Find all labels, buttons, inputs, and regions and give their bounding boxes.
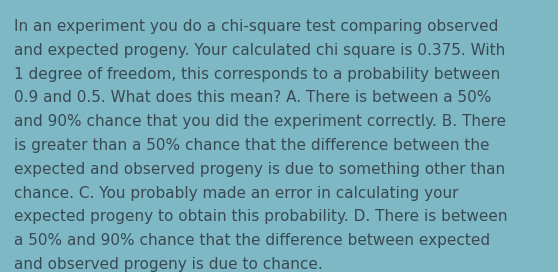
Text: is greater than a 50% chance that the difference between the: is greater than a 50% chance that the di… xyxy=(14,138,489,153)
Text: and expected progeny. Your calculated chi square is 0.375. With: and expected progeny. Your calculated ch… xyxy=(14,43,505,58)
Text: a 50% and 90% chance that the difference between expected: a 50% and 90% chance that the difference… xyxy=(14,233,490,248)
Text: In an experiment you do a chi-square test comparing observed: In an experiment you do a chi-square tes… xyxy=(14,19,498,34)
Text: chance. C. You probably made an error in calculating your: chance. C. You probably made an error in… xyxy=(14,186,459,201)
Text: expected progeny to obtain this probability. D. There is between: expected progeny to obtain this probabil… xyxy=(14,209,507,224)
Text: 0.9 and 0.5. What does this mean? A. There is between a 50%: 0.9 and 0.5. What does this mean? A. The… xyxy=(14,90,492,106)
Text: expected and observed progeny is due to something other than: expected and observed progeny is due to … xyxy=(14,162,505,177)
Text: 1 degree of freedom, this corresponds to a probability between: 1 degree of freedom, this corresponds to… xyxy=(14,67,500,82)
Text: and observed progeny is due to chance.: and observed progeny is due to chance. xyxy=(14,257,323,272)
Text: and 90% chance that you did the experiment correctly. B. There: and 90% chance that you did the experime… xyxy=(14,114,506,129)
